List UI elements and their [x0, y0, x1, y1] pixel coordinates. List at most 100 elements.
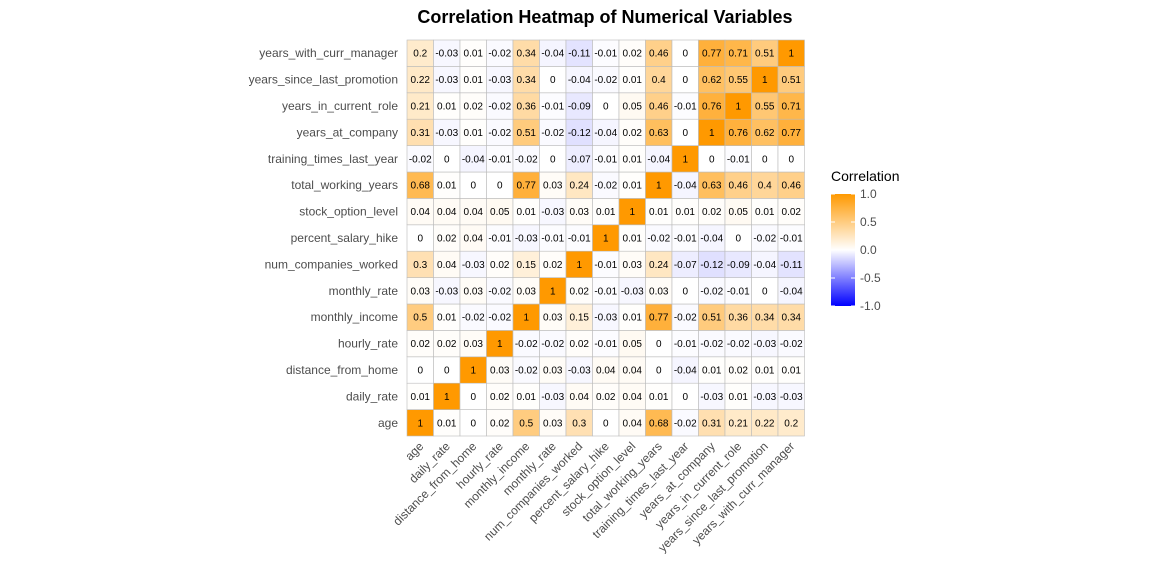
cell-value-label: -0.02: [488, 102, 511, 113]
heatmap-cell: [539, 250, 567, 278]
cell-value-label: -0.02: [488, 128, 511, 139]
cell-value-label: -0.03: [621, 286, 644, 297]
cell-value-label: 0.03: [411, 286, 431, 297]
cell-value-label: -0.12: [700, 260, 723, 271]
heatmap-cell: [645, 171, 673, 199]
cell-value-label: 0: [470, 418, 476, 429]
cell-value-label: -0.07: [568, 154, 591, 165]
cell-value-label: 0.01: [702, 366, 722, 377]
cell-value-label: -0.12: [568, 128, 591, 139]
cell-value-label: 0: [417, 366, 423, 377]
cell-value-label: 0.77: [782, 128, 802, 139]
heatmap-cell: [539, 409, 567, 437]
heatmap-cell: [724, 303, 752, 331]
cell-value-label: -0.03: [541, 207, 564, 218]
cell-value-label: 0.62: [702, 75, 722, 86]
heatmap-cell: [486, 330, 514, 358]
heatmap-cell: [486, 382, 514, 410]
heatmap-cell: [645, 277, 673, 305]
heatmap-cell: [565, 198, 593, 226]
cell-value-label: 0.01: [623, 234, 643, 245]
cell-value-label: -0.03: [780, 392, 803, 403]
cell-value-label: 0.02: [782, 207, 802, 218]
heatmap-cell: [539, 198, 567, 226]
y-tick-label: distance_from_home: [286, 363, 398, 377]
cell-value-label: 0.34: [517, 49, 537, 60]
cell-value-label: -0.02: [488, 313, 511, 324]
heatmap-cell: [724, 92, 752, 120]
heatmap-cell: [459, 145, 487, 173]
heatmap-cell: [618, 39, 646, 67]
cell-value-label: 0.71: [782, 102, 802, 113]
cell-value-label: 0.01: [623, 313, 643, 324]
cell-value-label: -0.01: [594, 286, 617, 297]
cell-value-label: -0.03: [568, 366, 591, 377]
y-tick-label: years_with_curr_manager: [259, 46, 398, 60]
heatmap-cell: [698, 382, 726, 410]
heatmap-cell: [645, 330, 673, 358]
heatmap-cell: [777, 330, 805, 358]
cell-value-label: 0.46: [729, 181, 749, 192]
heatmap-cell: [539, 303, 567, 331]
cell-value-label: 0.02: [570, 339, 590, 350]
heatmap-cell: [565, 118, 593, 146]
cell-value-label: -0.01: [727, 286, 750, 297]
cell-value-label: 0.04: [623, 418, 643, 429]
cell-value-label: -0.02: [700, 339, 723, 350]
cell-value-label: 0.03: [543, 366, 563, 377]
heatmap-cell: [777, 198, 805, 226]
cell-value-label: 0.01: [676, 207, 696, 218]
cell-value-label: -0.07: [674, 260, 697, 271]
heatmap-cell: [618, 92, 646, 120]
heatmap-cell: [592, 277, 620, 305]
cell-value-label: 0: [603, 418, 609, 429]
cell-value-label: 0.63: [649, 128, 669, 139]
y-tick-label: monthly_income: [311, 310, 399, 324]
cell-value-label: -0.01: [674, 339, 697, 350]
cell-value-label: -0.04: [753, 260, 776, 271]
cell-value-label: 0.31: [411, 128, 431, 139]
cell-value-label: 0: [762, 286, 768, 297]
cell-value-label: -0.02: [541, 339, 564, 350]
cell-value-label: 0: [497, 181, 503, 192]
cell-value-label: -0.04: [462, 154, 485, 165]
heatmap-cell: [751, 92, 779, 120]
cell-value-label: 0.24: [570, 181, 590, 192]
cell-value-label: 0.01: [437, 181, 457, 192]
cell-value-label: -0.02: [462, 313, 485, 324]
heatmap-cell: [565, 409, 593, 437]
cell-value-label: 0.03: [649, 286, 669, 297]
heatmap-cell: [618, 277, 646, 305]
heatmap-cell: [539, 224, 567, 252]
cell-value-label: 0.02: [411, 339, 431, 350]
cell-value-label: -0.02: [753, 234, 776, 245]
y-tick-label: age: [378, 416, 398, 430]
cell-value-label: -0.02: [409, 154, 432, 165]
heatmap-cell: [698, 356, 726, 384]
cell-value-label: 0.01: [623, 154, 643, 165]
cell-value-label: 0.71: [729, 49, 749, 60]
heatmap-cell: [512, 409, 540, 437]
legend-tick-label: 1.0: [860, 187, 877, 201]
heatmap-cell: [433, 277, 461, 305]
heatmap-cell: [459, 250, 487, 278]
heatmap-cell: [777, 409, 805, 437]
cell-value-label: 0.77: [702, 49, 722, 60]
legend-tick-label: -0.5: [860, 271, 881, 285]
cell-value-label: 0.01: [437, 418, 457, 429]
heatmap-cell: [433, 409, 461, 437]
cell-value-label: 0.05: [490, 207, 510, 218]
cell-value-label: 1: [682, 154, 688, 165]
heatmap-cell: [512, 66, 540, 94]
cell-value-label: 0.01: [623, 181, 643, 192]
cell-value-label: 0: [656, 339, 662, 350]
heatmap-cell: [645, 250, 673, 278]
heatmap-cell: [486, 356, 514, 384]
heatmap-cell: [459, 330, 487, 358]
cell-value-label: -0.03: [435, 286, 458, 297]
cell-value-label: 0.01: [411, 392, 431, 403]
heatmap-cell: [645, 303, 673, 331]
cell-value-label: 0.34: [782, 313, 802, 324]
heatmap-cell: [406, 277, 434, 305]
cell-value-label: -0.02: [488, 49, 511, 60]
